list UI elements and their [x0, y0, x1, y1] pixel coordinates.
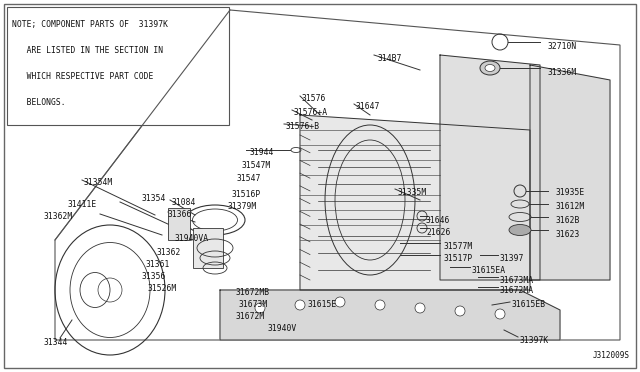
- Text: 31647: 31647: [356, 102, 380, 111]
- Text: 31615E: 31615E: [308, 300, 337, 309]
- Circle shape: [295, 300, 305, 310]
- Text: 31397: 31397: [500, 254, 524, 263]
- Ellipse shape: [485, 64, 495, 71]
- Polygon shape: [530, 65, 610, 280]
- Text: 31935E: 31935E: [556, 188, 585, 197]
- Circle shape: [255, 303, 265, 313]
- Text: 31516P: 31516P: [232, 190, 261, 199]
- Polygon shape: [300, 115, 530, 290]
- Text: 31944: 31944: [250, 148, 275, 157]
- Text: 31411E: 31411E: [68, 200, 97, 209]
- Text: 31547: 31547: [237, 174, 261, 183]
- Text: NOTE; COMPONENT PARTS OF  31397K: NOTE; COMPONENT PARTS OF 31397K: [12, 20, 168, 29]
- Text: 31517P: 31517P: [444, 254, 473, 263]
- Text: 31615EA: 31615EA: [472, 266, 506, 275]
- Text: 31361: 31361: [146, 260, 170, 269]
- Bar: [7, 7, 229, 125]
- Text: 31335M: 31335M: [398, 188, 428, 197]
- Text: 32710N: 32710N: [548, 42, 577, 51]
- Text: 31526M: 31526M: [148, 284, 177, 293]
- Text: 31646: 31646: [426, 216, 451, 225]
- Circle shape: [415, 303, 425, 313]
- Text: 31344: 31344: [44, 338, 68, 347]
- Text: 31673MA: 31673MA: [500, 276, 534, 285]
- Text: 21626: 21626: [426, 228, 451, 237]
- Text: 31354: 31354: [142, 194, 166, 203]
- Text: 31576+B: 31576+B: [286, 122, 320, 131]
- Text: 31615EB: 31615EB: [512, 300, 546, 309]
- Text: 31379M: 31379M: [228, 202, 257, 211]
- Text: 31940VA: 31940VA: [175, 234, 209, 243]
- Text: J312009S: J312009S: [593, 351, 630, 360]
- Polygon shape: [440, 55, 540, 280]
- Text: 31672M: 31672M: [236, 312, 265, 321]
- Ellipse shape: [509, 224, 531, 235]
- Text: 3162B: 3162B: [556, 216, 580, 225]
- Text: 31577M: 31577M: [444, 242, 473, 251]
- Text: 31354M: 31354M: [84, 178, 113, 187]
- Text: 31940V: 31940V: [268, 324, 297, 333]
- Text: 31362: 31362: [157, 248, 181, 257]
- Text: 31612M: 31612M: [556, 202, 585, 211]
- Text: 31397K: 31397K: [520, 336, 549, 345]
- Text: 31673M: 31673M: [239, 300, 268, 309]
- Bar: [193, 228, 223, 268]
- Text: 31084: 31084: [172, 198, 196, 207]
- Text: 31356: 31356: [142, 272, 166, 281]
- Text: 31672MB: 31672MB: [236, 288, 270, 297]
- Text: 31547M: 31547M: [242, 161, 271, 170]
- Text: 31366: 31366: [168, 210, 193, 219]
- Text: WHICH RESPECTIVE PART CODE: WHICH RESPECTIVE PART CODE: [12, 72, 154, 81]
- Text: 31576: 31576: [302, 94, 326, 103]
- Text: 31672MA: 31672MA: [500, 286, 534, 295]
- Circle shape: [375, 300, 385, 310]
- Text: 314B7: 314B7: [378, 54, 403, 63]
- Polygon shape: [220, 290, 560, 340]
- Text: 31623: 31623: [556, 230, 580, 239]
- Text: 31576+A: 31576+A: [294, 108, 328, 117]
- Ellipse shape: [480, 61, 500, 75]
- Circle shape: [455, 306, 465, 316]
- Text: BELONGS.: BELONGS.: [12, 98, 66, 107]
- Text: 31336M: 31336M: [548, 68, 577, 77]
- Bar: [168, 208, 190, 240]
- Circle shape: [335, 297, 345, 307]
- Circle shape: [495, 309, 505, 319]
- Text: 31362M: 31362M: [44, 212, 73, 221]
- Text: ARE LISTED IN THE SECTION IN: ARE LISTED IN THE SECTION IN: [12, 46, 163, 55]
